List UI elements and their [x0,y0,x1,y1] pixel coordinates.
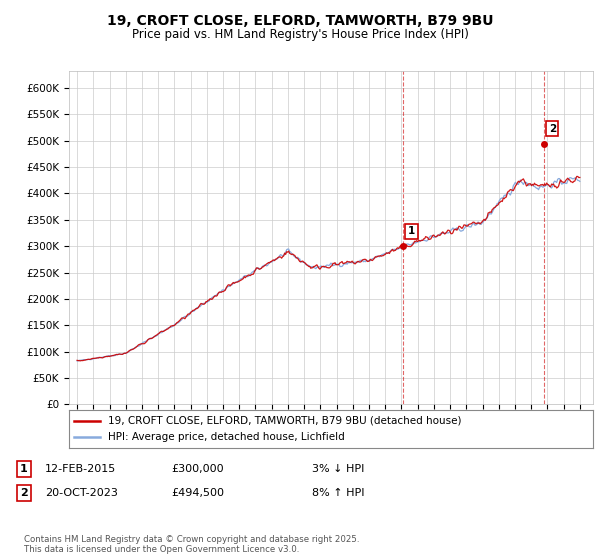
Text: 19, CROFT CLOSE, ELFORD, TAMWORTH, B79 9BU: 19, CROFT CLOSE, ELFORD, TAMWORTH, B79 9… [107,14,493,28]
Text: Contains HM Land Registry data © Crown copyright and database right 2025.
This d: Contains HM Land Registry data © Crown c… [24,535,359,554]
Text: 1: 1 [408,226,415,236]
Text: HPI: Average price, detached house, Lichfield: HPI: Average price, detached house, Lich… [108,432,345,442]
Text: £494,500: £494,500 [171,488,224,498]
Text: 20-OCT-2023: 20-OCT-2023 [45,488,118,498]
Text: £300,000: £300,000 [171,464,224,474]
Text: 8% ↑ HPI: 8% ↑ HPI [312,488,365,498]
Text: 3% ↓ HPI: 3% ↓ HPI [312,464,364,474]
Text: 2: 2 [548,124,556,134]
Text: 2: 2 [20,488,28,498]
Text: 1: 1 [20,464,28,474]
Text: 12-FEB-2015: 12-FEB-2015 [45,464,116,474]
Text: 19, CROFT CLOSE, ELFORD, TAMWORTH, B79 9BU (detached house): 19, CROFT CLOSE, ELFORD, TAMWORTH, B79 9… [108,416,462,426]
Text: Price paid vs. HM Land Registry's House Price Index (HPI): Price paid vs. HM Land Registry's House … [131,28,469,41]
